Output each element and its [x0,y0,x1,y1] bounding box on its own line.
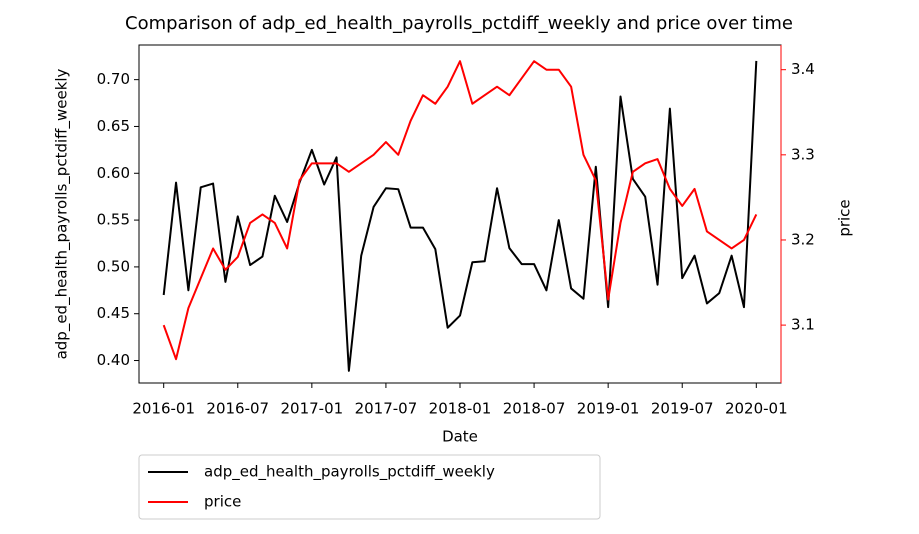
chart-title: Comparison of adp_ed_health_payrolls_pct… [125,13,793,34]
y2-axis-label: price [836,199,854,236]
y-tick-label: 0.70 [97,70,130,88]
y-tick-label: 0.65 [97,117,130,135]
x-tick-label: 2017-01 [281,400,344,418]
x-tick-label: 2019-07 [651,400,714,418]
y-tick-label: 0.50 [97,257,130,275]
y2-tick-label: 3.1 [791,316,815,334]
y-tick-label: 0.45 [97,304,130,322]
y-tick-label: 0.55 [97,211,130,229]
x-tick-label: 2019-01 [577,400,640,418]
x-axis-label: Date [442,428,478,446]
y-tick-label: 0.60 [97,164,130,182]
legend-label: adp_ed_health_payrolls_pctdiff_weekly [204,463,495,482]
y2-tick-label: 3.2 [791,230,815,248]
y2-tick-label: 3.3 [791,145,815,163]
x-tick-label: 2016-07 [206,400,269,418]
plot-frame [138,44,782,384]
x-tick-label: 2018-01 [429,400,492,418]
y-tick-label: 0.40 [97,351,130,369]
legend-box [138,454,601,520]
x-tick-label: 2017-07 [355,400,418,418]
legend-label: price [204,493,241,511]
x-tick-label: 2016-01 [132,400,195,418]
series-line [162,60,758,361]
x-tick-label: 2020-01 [725,400,788,418]
series-line [162,60,758,372]
x-tick-label: 2018-07 [503,400,566,418]
y-axis-label: adp_ed_health_payrolls_pctdiff_weekly [53,68,72,359]
y2-tick-label: 3.4 [791,60,815,78]
